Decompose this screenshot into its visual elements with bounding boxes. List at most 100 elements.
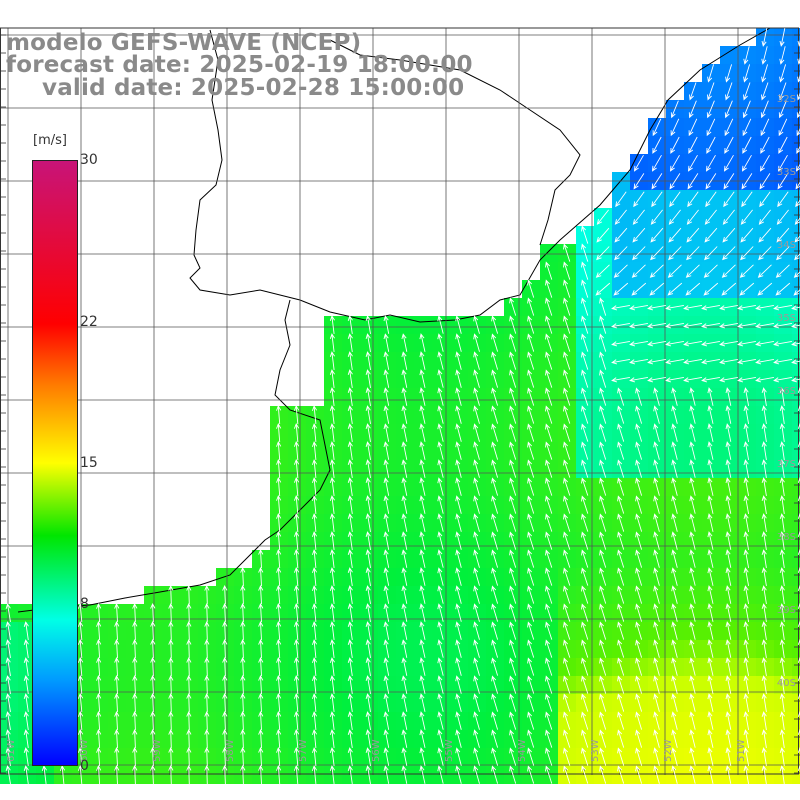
wind-arrow <box>761 405 767 424</box>
longitude-label: 61W <box>6 739 17 762</box>
wind-arrow <box>563 621 571 640</box>
wind-arrow <box>132 620 138 641</box>
wind-arrow <box>743 405 750 424</box>
wind-arrow <box>755 304 774 311</box>
wind-arrow <box>743 495 750 514</box>
wind-arrow <box>150 692 156 713</box>
wind-arrow <box>491 729 499 748</box>
wind-arrow <box>797 74 800 83</box>
wind-arrow <box>401 603 408 622</box>
wind-arrow <box>775 282 791 296</box>
wind-arrow <box>740 246 754 261</box>
wind-arrow <box>77 656 84 677</box>
wind-arrow <box>759 191 771 208</box>
wind-arrow <box>722 246 736 261</box>
wind-arrow <box>635 765 643 784</box>
wind-arrow <box>632 209 645 225</box>
wind-arrow <box>581 405 589 424</box>
wind-arrow <box>737 358 756 365</box>
wind-arrow <box>581 369 589 388</box>
wind-arrow <box>595 282 611 296</box>
wind-arrow <box>383 405 390 424</box>
wind-arrow <box>276 494 282 515</box>
wind-arrow <box>293 566 300 587</box>
wind-arrow <box>365 549 371 568</box>
wind-arrow <box>653 675 660 694</box>
wind-arrow <box>150 710 156 731</box>
wind-arrow <box>563 693 571 712</box>
wind-arrow <box>401 711 408 730</box>
wind-arrow <box>527 369 535 388</box>
wind-cell <box>144 586 162 604</box>
wind-arrow <box>651 191 663 208</box>
wind-arrow <box>545 279 553 298</box>
wind-arrow <box>545 765 553 784</box>
wind-arrow <box>509 405 517 424</box>
wind-arrow <box>617 675 625 694</box>
wind-arrow <box>329 513 335 532</box>
wind-arrow <box>276 638 282 659</box>
wind-arrow <box>671 585 678 604</box>
wind-arrow <box>779 423 785 442</box>
wind-arrow <box>491 693 499 712</box>
wind-arrow <box>737 322 756 329</box>
wind-arrow <box>509 387 517 406</box>
wind-arrow <box>761 64 769 83</box>
wind-arrow <box>419 675 426 694</box>
wind-arrow <box>240 746 246 767</box>
wind-arrow <box>419 747 426 766</box>
wind-cell <box>792 442 800 460</box>
wind-arrow <box>761 585 767 604</box>
wind-arrow <box>222 728 228 749</box>
wind-cell <box>792 208 800 226</box>
wind-arrow <box>683 304 702 311</box>
wind-arrow <box>473 405 480 424</box>
wind-arrow <box>455 495 462 514</box>
wind-arrow <box>779 82 787 101</box>
wind-arrow <box>650 209 663 225</box>
wind-arrow <box>563 351 571 370</box>
wind-arrow <box>132 728 138 749</box>
wind-arrow <box>473 495 480 514</box>
wind-arrow <box>649 264 664 278</box>
wind-arrow <box>581 711 589 730</box>
wind-arrow <box>473 585 480 604</box>
wind-arrow <box>599 693 607 712</box>
wind-arrow <box>168 602 174 623</box>
wind-arrow <box>761 765 767 784</box>
wind-arrow <box>222 638 228 659</box>
wind-cell <box>792 568 800 586</box>
wind-arrow <box>437 477 444 496</box>
wind-arrow <box>599 567 607 586</box>
wind-arrow <box>365 513 371 532</box>
wind-arrow <box>701 322 720 329</box>
wind-arrow <box>509 549 517 568</box>
wind-arrow <box>689 621 696 640</box>
wind-arrow <box>455 765 462 784</box>
wind-arrow <box>581 333 589 352</box>
wind-arrow <box>545 387 553 406</box>
wind-arrow <box>688 136 698 154</box>
wind-arrow <box>651 154 662 172</box>
colorbar-tick-label: 8 <box>80 596 89 613</box>
wind-arrow <box>401 549 408 568</box>
map-frame <box>0 27 799 775</box>
wind-arrow <box>563 297 571 316</box>
wind-arrow <box>743 747 750 766</box>
wind-arrow <box>737 340 756 347</box>
wind-arrow <box>686 227 700 243</box>
wind-cell <box>792 694 800 712</box>
wind-arrow <box>77 710 84 731</box>
wind-arrow <box>509 315 517 334</box>
wind-arrow <box>5 639 11 658</box>
wind-arrow <box>311 423 318 442</box>
wind-arrow <box>563 657 571 676</box>
wind-arrow <box>455 477 462 496</box>
wind-arrow <box>329 693 335 712</box>
wind-arrow <box>707 585 714 604</box>
wind-arrow <box>132 656 138 677</box>
wind-arrow <box>671 495 678 514</box>
wind-arrow <box>563 747 571 766</box>
wind-arrow <box>761 28 768 47</box>
wind-arrow <box>635 603 643 622</box>
